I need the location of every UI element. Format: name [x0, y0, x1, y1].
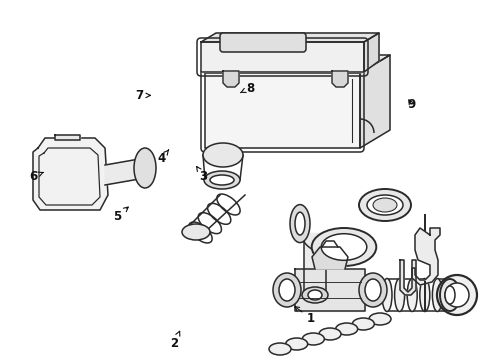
Polygon shape: [205, 73, 360, 148]
Ellipse shape: [440, 279, 460, 311]
Polygon shape: [332, 71, 348, 87]
Polygon shape: [412, 228, 440, 285]
Polygon shape: [295, 269, 365, 311]
Ellipse shape: [407, 279, 417, 311]
Ellipse shape: [394, 279, 405, 311]
Text: 3: 3: [196, 167, 207, 183]
Ellipse shape: [373, 198, 397, 212]
Polygon shape: [304, 233, 326, 295]
Polygon shape: [33, 138, 108, 210]
Ellipse shape: [286, 338, 308, 350]
Ellipse shape: [359, 189, 411, 221]
Ellipse shape: [279, 279, 295, 301]
Ellipse shape: [319, 328, 341, 340]
Polygon shape: [205, 55, 390, 73]
Ellipse shape: [273, 273, 301, 307]
FancyBboxPatch shape: [220, 33, 306, 52]
Text: 9: 9: [408, 98, 416, 111]
Ellipse shape: [382, 279, 392, 311]
Polygon shape: [105, 158, 145, 185]
Ellipse shape: [134, 148, 156, 188]
Text: 2: 2: [170, 331, 180, 350]
Ellipse shape: [182, 224, 210, 240]
Ellipse shape: [302, 287, 328, 303]
Text: 1: 1: [295, 307, 315, 325]
Ellipse shape: [352, 318, 374, 330]
Polygon shape: [360, 55, 390, 148]
Ellipse shape: [445, 283, 469, 307]
Polygon shape: [302, 235, 321, 290]
Ellipse shape: [432, 279, 442, 311]
Ellipse shape: [420, 279, 430, 311]
Ellipse shape: [204, 171, 240, 189]
Ellipse shape: [365, 279, 381, 301]
Ellipse shape: [203, 143, 243, 167]
Polygon shape: [302, 235, 340, 256]
Polygon shape: [312, 247, 348, 269]
Ellipse shape: [290, 204, 310, 243]
Ellipse shape: [210, 175, 234, 185]
Ellipse shape: [445, 279, 455, 311]
Text: 7: 7: [136, 89, 150, 102]
Ellipse shape: [312, 228, 376, 266]
Ellipse shape: [445, 286, 455, 304]
Polygon shape: [223, 71, 239, 87]
Polygon shape: [400, 260, 416, 295]
Ellipse shape: [336, 323, 358, 335]
Text: 4: 4: [158, 150, 169, 165]
Ellipse shape: [321, 234, 367, 260]
Ellipse shape: [302, 333, 324, 345]
Ellipse shape: [369, 313, 391, 325]
Ellipse shape: [437, 275, 477, 315]
Text: 8: 8: [241, 82, 254, 95]
Polygon shape: [201, 33, 379, 42]
Polygon shape: [55, 135, 80, 140]
Ellipse shape: [295, 212, 305, 235]
Text: 6: 6: [29, 170, 43, 183]
Ellipse shape: [367, 195, 403, 215]
Polygon shape: [201, 42, 364, 72]
Polygon shape: [364, 33, 379, 72]
Ellipse shape: [308, 290, 322, 300]
Text: 5: 5: [114, 207, 128, 222]
Ellipse shape: [269, 343, 291, 355]
Ellipse shape: [359, 273, 387, 307]
